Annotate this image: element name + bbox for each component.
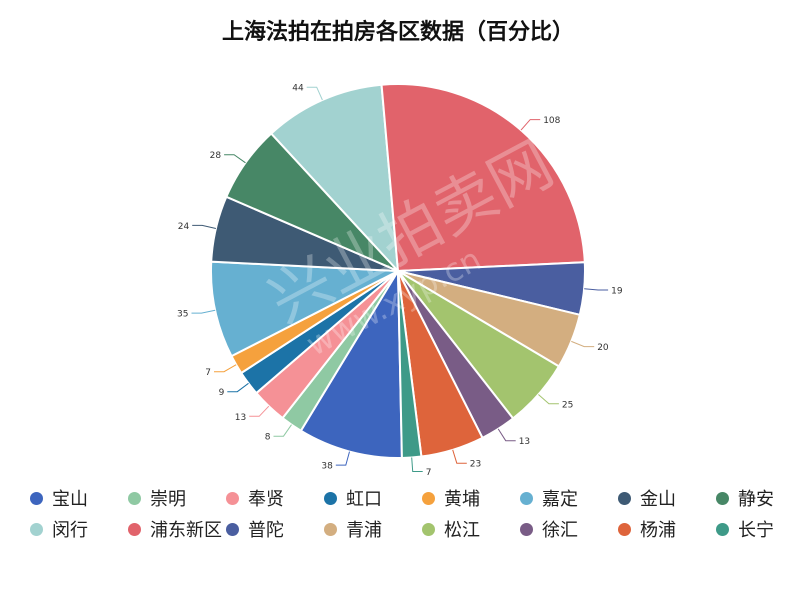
data-label-0: 38 — [321, 462, 333, 472]
pie-slice-15[interactable] — [397, 270, 423, 459]
leader-line-2 — [249, 405, 270, 417]
leader-line-11 — [571, 340, 595, 348]
leader-line-12 — [538, 394, 559, 405]
pie-slice-5[interactable] — [210, 260, 402, 358]
leader-line-4 — [214, 364, 237, 373]
leader-line-5 — [191, 309, 216, 314]
legend-marker — [618, 522, 631, 536]
legend-label: 长宁 — [738, 520, 774, 541]
legend-item-2[interactable]: 奉贤 — [226, 487, 284, 510]
pie-slices — [210, 83, 586, 459]
legend-marker — [226, 491, 239, 505]
legend-item-13[interactable]: 徐汇 — [520, 518, 578, 541]
legend-marker — [226, 522, 239, 536]
data-label-9: 108 — [543, 116, 560, 126]
legend-item-0[interactable]: 宝山 — [30, 487, 88, 510]
leader-line-6 — [192, 224, 217, 229]
data-label-4: 7 — [205, 368, 211, 378]
leader-line-9 — [520, 119, 541, 131]
legend-item-6[interactable]: 金山 — [618, 487, 676, 510]
data-label-6: 24 — [178, 222, 190, 232]
legend-marker — [618, 491, 631, 505]
data-label-11: 20 — [597, 343, 609, 353]
data-label-2: 13 — [235, 413, 246, 423]
legend-item-7[interactable]: 静安 — [716, 487, 774, 510]
leader-line-15 — [411, 457, 423, 472]
legend-label: 崇明 — [150, 489, 186, 510]
legend-marker — [422, 522, 435, 536]
legend-label: 奉贤 — [248, 489, 284, 510]
data-label-1: 8 — [265, 433, 271, 443]
data-label-13: 13 — [519, 437, 530, 447]
data-label-12: 25 — [562, 400, 573, 410]
legend-item-15[interactable]: 长宁 — [716, 518, 774, 541]
chart-title: 上海法拍在拍房各区数据（百分比） — [221, 20, 574, 45]
data-label-14: 23 — [470, 460, 481, 470]
legend-label: 静安 — [738, 489, 774, 510]
leader-line-14 — [452, 449, 467, 464]
legend-marker — [128, 522, 141, 536]
pie-slice-9[interactable] — [380, 83, 586, 273]
legend-marker — [520, 522, 533, 536]
legend-label: 浦东新区 — [150, 520, 222, 541]
leader-line-1 — [273, 424, 292, 437]
data-label-7: 28 — [210, 151, 222, 161]
legend-label: 闵行 — [52, 520, 88, 541]
legend-marker — [716, 522, 729, 536]
legend-label: 宝山 — [52, 489, 88, 510]
legend-marker — [128, 491, 141, 505]
legend-item-9[interactable]: 浦东新区 — [128, 518, 222, 541]
pie-slice-8[interactable] — [269, 83, 400, 274]
legend-label: 徐汇 — [542, 520, 578, 541]
legend-label: 虹口 — [346, 489, 382, 510]
pie-slice-0[interactable] — [299, 267, 403, 459]
legend-marker — [324, 522, 337, 536]
leader-line-13 — [497, 428, 516, 442]
legend-item-4[interactable]: 黄埔 — [422, 487, 480, 510]
data-label-15: 7 — [426, 468, 432, 478]
legend-marker — [30, 522, 43, 536]
legend-label: 松江 — [444, 520, 480, 541]
legend-marker — [324, 491, 337, 505]
legend-label: 嘉定 — [542, 489, 578, 510]
legend-label: 杨浦 — [640, 520, 676, 541]
data-label-3: 9 — [219, 388, 225, 398]
legend-label: 青浦 — [346, 520, 382, 541]
legend-item-12[interactable]: 松江 — [422, 518, 480, 541]
legend-item-3[interactable]: 虹口 — [324, 487, 382, 510]
leader-line-8 — [306, 86, 323, 101]
legend-label: 普陀 — [248, 520, 284, 541]
leader-line-0 — [335, 451, 350, 466]
legend-item-11[interactable]: 青浦 — [324, 518, 382, 541]
legend-item-8[interactable]: 闵行 — [30, 518, 88, 541]
legend-label: 黄埔 — [444, 489, 480, 510]
leader-line-10 — [584, 288, 609, 291]
legend-marker — [716, 491, 729, 505]
data-label-10: 19 — [611, 287, 623, 297]
legend-item-14[interactable]: 杨浦 — [618, 518, 676, 541]
legend-marker — [422, 491, 435, 505]
legend-item-5[interactable]: 嘉定 — [520, 487, 578, 510]
legend-label: 金山 — [640, 489, 676, 510]
legend-marker — [30, 491, 43, 505]
data-label-8: 44 — [292, 84, 304, 94]
legend-item-1[interactable]: 崇明 — [128, 487, 186, 510]
legend-marker — [520, 491, 533, 505]
legend-item-10[interactable]: 普陀 — [226, 518, 284, 541]
leader-line-7 — [224, 154, 246, 164]
data-label-5: 35 — [177, 310, 188, 320]
leader-line-3 — [227, 382, 249, 393]
